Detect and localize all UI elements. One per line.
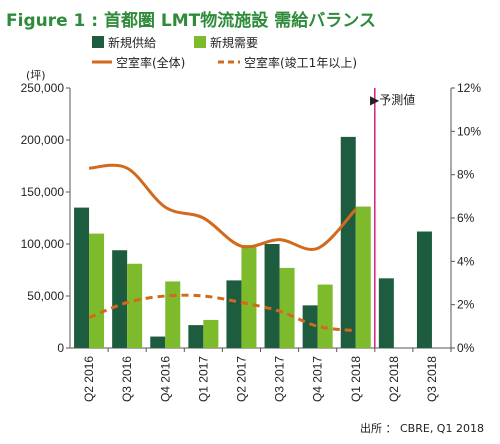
x-tick-label: Q2 2018 (387, 356, 401, 402)
line-vacancy-1yr (88, 293, 356, 333)
bar-supply (188, 325, 204, 348)
legend-label-supply: 新規供給 (108, 35, 156, 50)
bars (74, 136, 432, 348)
legend-label-vacancy-all: 空室率(全体) (116, 55, 185, 70)
bar-demand (203, 319, 219, 348)
legend-label-vacancy-1yr: 空室率(竣工1年以上) (244, 55, 357, 70)
x-tick-label: Q3 2018 (425, 356, 439, 402)
x-tick-label: Q3 2016 (120, 356, 134, 402)
bar-demand (317, 284, 333, 348)
y-left-tick-label: 250,000 (21, 81, 65, 95)
bar-supply (226, 280, 242, 348)
legend-swatch-supply (92, 36, 104, 48)
y-right-tick-label: 4% (457, 254, 475, 268)
x-tick-label: Q4 2017 (311, 356, 325, 402)
line-vacancy-all (88, 163, 357, 251)
bar-demand (355, 206, 371, 348)
x-tick-label: Q2 2017 (234, 356, 248, 402)
y-right-tick-label: 10% (457, 124, 481, 138)
y-right-tick-label: 6% (457, 211, 475, 225)
x-tick-label: Q1 2018 (349, 356, 363, 402)
bar-demand (279, 267, 295, 348)
bar-supply (74, 207, 90, 348)
bar-supply (150, 336, 166, 348)
legend-swatch-demand (194, 36, 206, 48)
x-tick-label: Q1 2017 (196, 356, 210, 402)
lines (88, 163, 357, 333)
y-left-tick-label: 100,000 (21, 237, 65, 251)
y-axis-left-unit: (坪) (26, 69, 46, 82)
source-note: 出所 ： CBRE, Q1 2018 (360, 421, 484, 435)
bar-demand (127, 263, 143, 348)
y-left-tick-label: 150,000 (21, 185, 65, 199)
y-right-tick-label: 8% (457, 168, 475, 182)
y-left-tick-label: 50,000 (27, 289, 64, 303)
x-tick-label: Q4 2016 (158, 356, 172, 402)
bar-supply (264, 244, 280, 348)
x-tick-label: Q2 2016 (82, 356, 96, 402)
bar-demand (89, 233, 105, 348)
bar-supply (378, 278, 394, 348)
bar-demand (241, 245, 257, 348)
legend-label-demand: 新規需要 (210, 35, 258, 50)
legend: 新規供給 新規需要 空室率(全体) 空室率(竣工1年以上) (92, 35, 357, 70)
y-right-tick-label: 2% (457, 298, 475, 312)
forecast-label: ▶予測値 (370, 92, 415, 107)
bar-demand (165, 281, 181, 348)
chart-title: Figure 1 : 首都圏 LMT物流施設 需給バランス (6, 10, 376, 31)
y-right-tick-label: 12% (457, 81, 481, 95)
ticks: 0 50,000 100,000 150,000 200,000 250,000 0% 2% 4… (21, 81, 482, 402)
bar-supply (416, 231, 432, 348)
bar-supply (302, 305, 318, 348)
bar-supply (340, 136, 356, 348)
y-left-tick-label: 200,000 (21, 133, 65, 147)
y-right-tick-label: 0% (457, 341, 475, 355)
bar-supply (112, 250, 128, 348)
y-left-tick-label: 0 (57, 341, 64, 355)
x-tick-label: Q3 2017 (273, 356, 287, 402)
